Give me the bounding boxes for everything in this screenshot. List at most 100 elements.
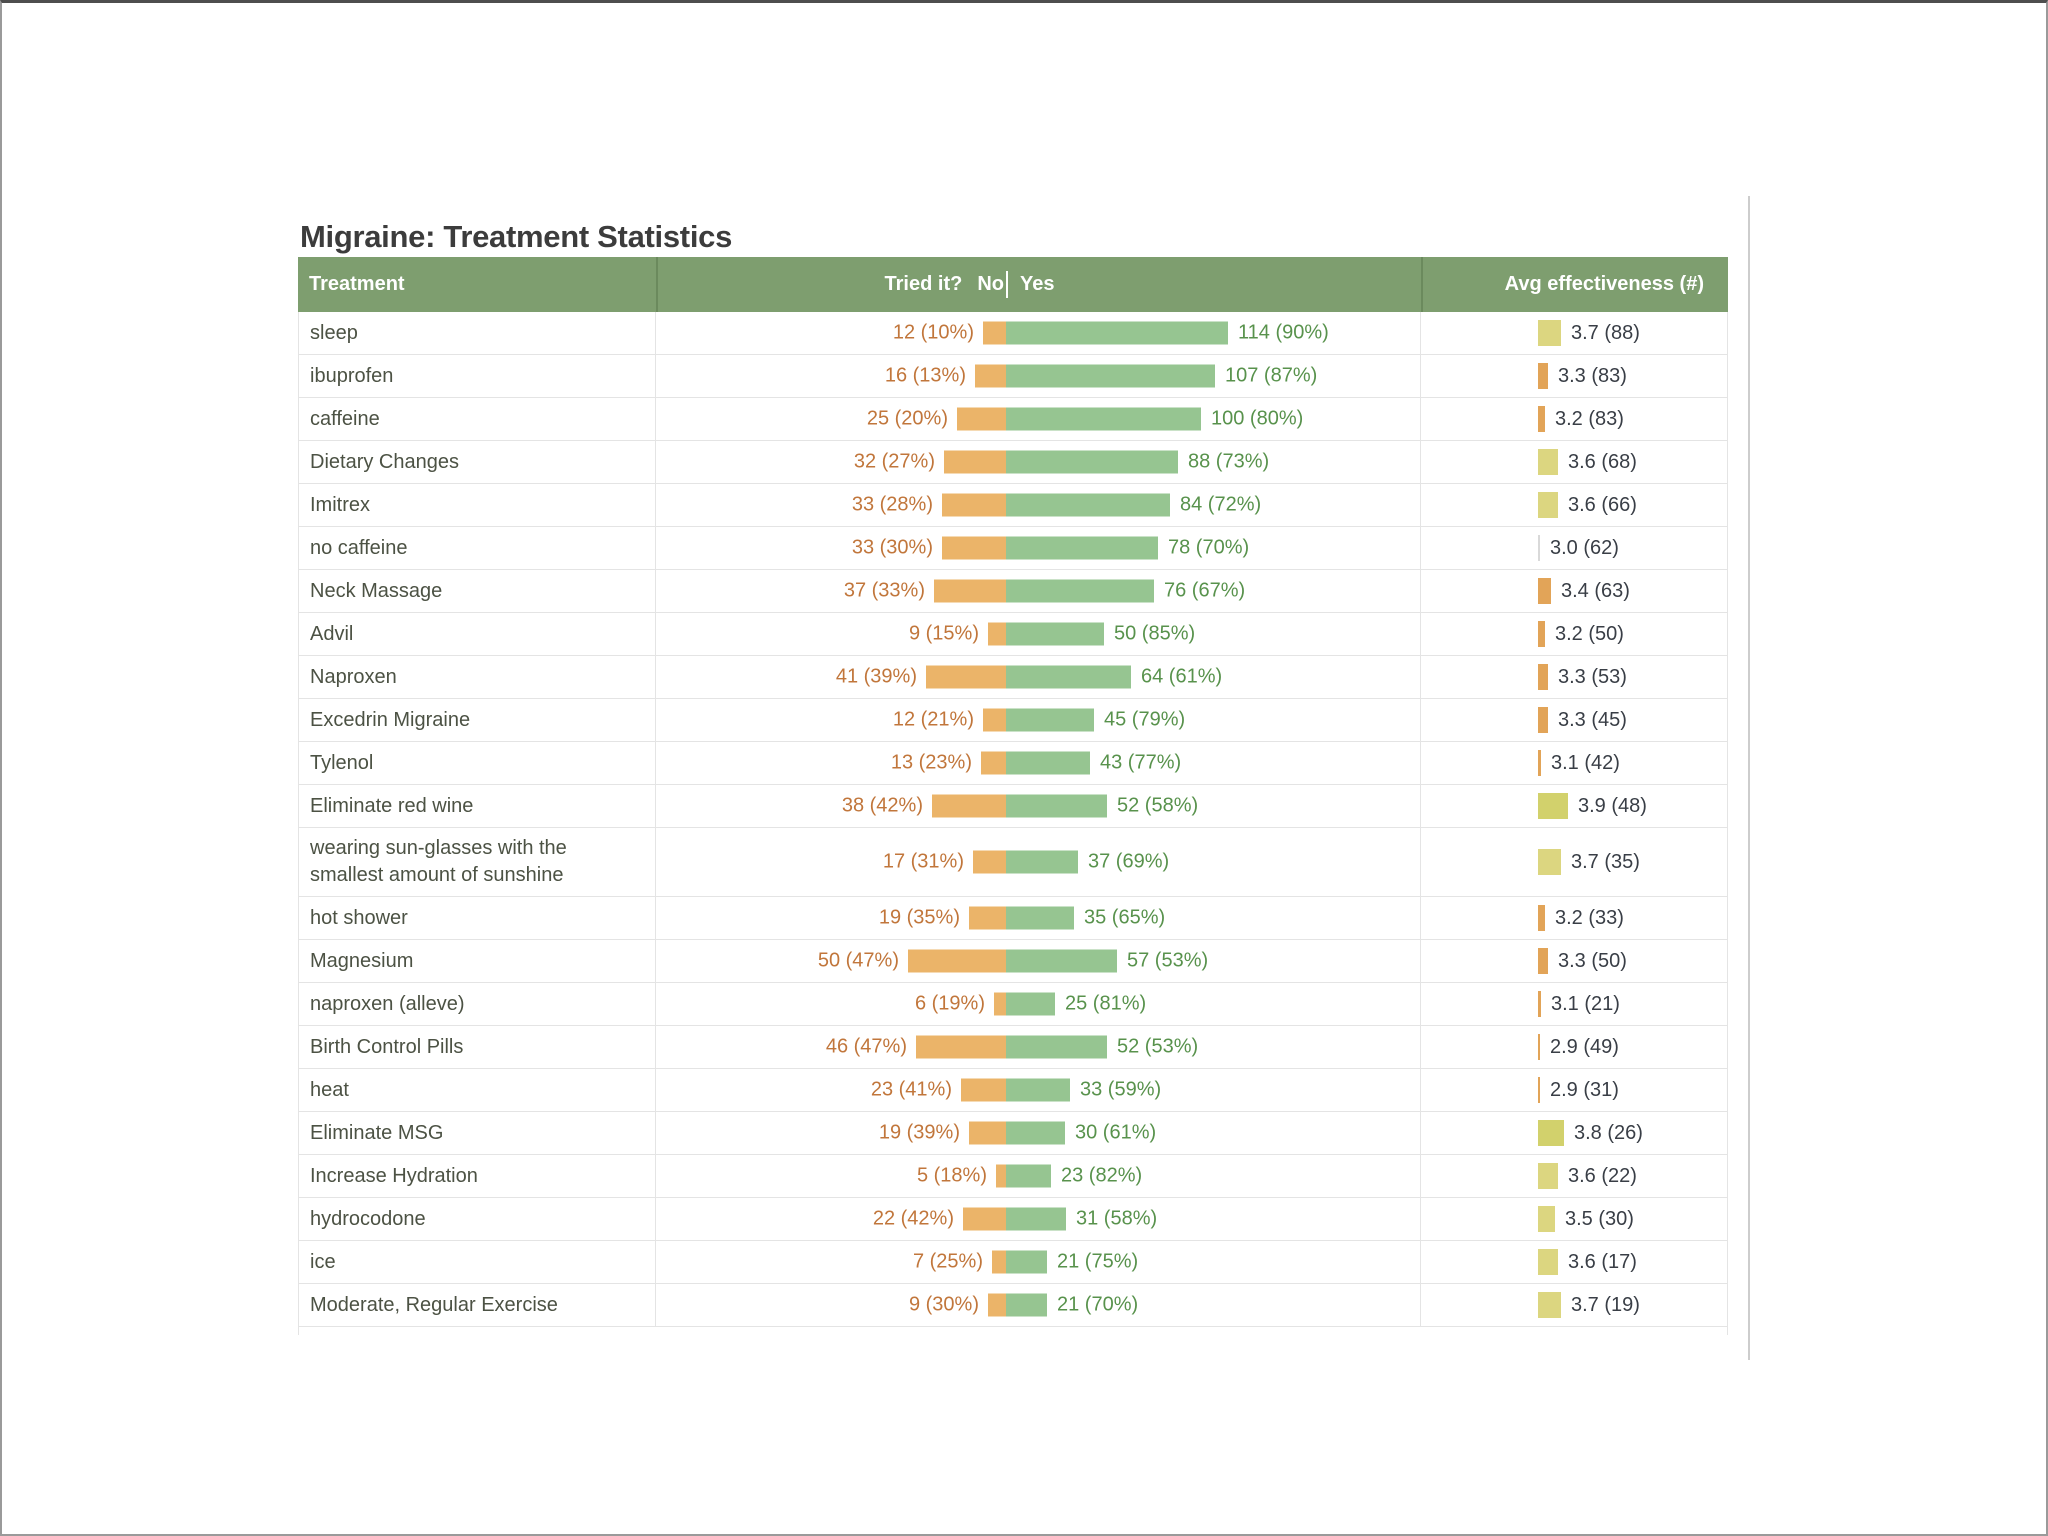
treatment-label[interactable]: Imitrex (299, 484, 656, 526)
effectiveness-bar (1538, 793, 1568, 819)
yes-bar (1006, 536, 1158, 560)
no-count-label: 6 (19%) (914, 992, 985, 1015)
table-header: Treatment Tried it? No Yes Avg effective… (298, 257, 1728, 312)
no-bar (988, 1293, 1006, 1317)
tried-it-cell: 41 (39%) 64 (61%) (656, 656, 1421, 698)
yes-bar (1006, 450, 1178, 474)
treatment-label[interactable]: Naproxen (299, 656, 656, 698)
header-tried-it: Tried it? No Yes (656, 257, 1421, 312)
no-count-label: 33 (28%) (851, 493, 933, 516)
effectiveness-label: 3.8 (26) (1574, 1121, 1643, 1144)
yes-count-label: 52 (58%) (1117, 794, 1199, 817)
no-bar (988, 622, 1006, 646)
no-bar (996, 1164, 1006, 1188)
treatment-label[interactable]: no caffeine (299, 527, 656, 569)
header-tried-it-label: Tried it? (884, 273, 963, 295)
table-row: Naproxen 41 (39%) 64 (61%) 3.3 (53) (298, 656, 1728, 699)
effectiveness-cell: 2.9 (49) (1421, 1026, 1727, 1068)
effectiveness-bar (1538, 849, 1561, 875)
effectiveness-label: 3.6 (22) (1568, 1164, 1637, 1187)
effectiveness-cell: 3.6 (66) (1421, 484, 1727, 526)
effectiveness-bar (1538, 905, 1545, 931)
tried-it-cell: 5 (18%) 23 (82%) (656, 1155, 1421, 1197)
effectiveness-label: 3.3 (50) (1558, 949, 1627, 972)
table-row: Dietary Changes 32 (27%) 88 (73%) 3.6 (6… (298, 441, 1728, 484)
effectiveness-cell: 3.9 (48) (1421, 785, 1727, 827)
table-row: Tylenol 13 (23%) 43 (77%) 3.1 (42) (298, 742, 1728, 785)
yes-count-label: 21 (70%) (1057, 1293, 1139, 1316)
header-no-label: No (977, 273, 1004, 295)
yes-count-label: 43 (77%) (1100, 751, 1182, 774)
effectiveness-label: 3.6 (66) (1568, 493, 1637, 516)
effectiveness-label: 3.7 (88) (1571, 321, 1640, 344)
yes-bar (1006, 906, 1074, 930)
treatment-label[interactable]: wearing sun-glasses with the smallest am… (299, 828, 656, 896)
table-row: Birth Control Pills 46 (47%) 52 (53%) 2.… (298, 1026, 1728, 1069)
yes-bar (1006, 1121, 1065, 1145)
no-count-label: 41 (39%) (835, 665, 917, 688)
treatment-label[interactable]: Neck Massage (299, 570, 656, 612)
treatment-label[interactable]: Moderate, Regular Exercise (299, 1284, 656, 1326)
treatment-label[interactable]: hot shower (299, 897, 656, 939)
table-row: naproxen (alleve) 6 (19%) 25 (81%) 3.1 (… (298, 983, 1728, 1026)
treatment-label[interactable]: heat (299, 1069, 656, 1111)
effectiveness-bar (1538, 320, 1561, 346)
treatment-label[interactable]: Eliminate MSG (299, 1112, 656, 1154)
yes-count-label: 37 (69%) (1088, 850, 1170, 873)
tried-it-cell: 37 (33%) 76 (67%) (656, 570, 1421, 612)
yes-count-label: 78 (70%) (1168, 536, 1250, 559)
effectiveness-label: 3.3 (53) (1558, 665, 1627, 688)
treatment-label[interactable]: ice (299, 1241, 656, 1283)
effectiveness-cell: 3.2 (33) (1421, 897, 1727, 939)
tried-it-cell: 9 (15%) 50 (85%) (656, 613, 1421, 655)
tried-it-cell: 25 (20%) 100 (80%) (656, 398, 1421, 440)
effectiveness-label: 3.4 (63) (1561, 579, 1630, 602)
effectiveness-label: 3.2 (50) (1555, 622, 1624, 645)
table-row: Magnesium 50 (47%) 57 (53%) 3.3 (50) (298, 940, 1728, 983)
treatment-label[interactable]: Eliminate red wine (299, 785, 656, 827)
effectiveness-label: 3.9 (48) (1578, 794, 1647, 817)
treatment-label[interactable]: Dietary Changes (299, 441, 656, 483)
effectiveness-label: 3.7 (35) (1571, 850, 1640, 873)
effectiveness-label: 3.7 (19) (1571, 1293, 1640, 1316)
no-bar (908, 949, 1006, 973)
no-count-label: 9 (15%) (908, 622, 979, 645)
table-body: sleep 12 (10%) 114 (90%) 3.7 (88) ibupro… (298, 312, 1728, 1335)
tried-it-cell: 9 (30%) 21 (70%) (656, 1284, 1421, 1326)
effectiveness-bar (1538, 578, 1551, 604)
treatment-label[interactable]: Magnesium (299, 940, 656, 982)
table-row: Increase Hydration 5 (18%) 23 (82%) 3.6 … (298, 1155, 1728, 1198)
effectiveness-bar (1538, 948, 1548, 974)
treatment-label[interactable]: Tylenol (299, 742, 656, 784)
effectiveness-bar (1538, 664, 1548, 690)
treatment-label[interactable]: ibuprofen (299, 355, 656, 397)
table-row: heat 23 (41%) 33 (59%) 2.9 (31) (298, 1069, 1728, 1112)
yes-count-label: 23 (82%) (1061, 1164, 1143, 1187)
treatment-label[interactable]: Advil (299, 613, 656, 655)
treatment-label[interactable]: naproxen (alleve) (299, 983, 656, 1025)
treatment-label[interactable]: caffeine (299, 398, 656, 440)
no-bar (961, 1078, 1006, 1102)
no-count-label: 33 (30%) (851, 536, 933, 559)
yes-bar (1006, 1035, 1107, 1059)
no-count-label: 25 (20%) (866, 407, 948, 430)
no-count-label: 38 (42%) (841, 794, 923, 817)
effectiveness-cell: 3.7 (88) (1421, 312, 1727, 354)
treatment-label[interactable]: sleep (299, 312, 656, 354)
content-divider-line (1748, 196, 1750, 1360)
table-row: Moderate, Regular Exercise 9 (30%) 21 (7… (298, 1284, 1728, 1327)
yes-bar (1006, 794, 1107, 818)
effectiveness-label: 3.3 (45) (1558, 708, 1627, 731)
tried-it-cell: 7 (25%) 21 (75%) (656, 1241, 1421, 1283)
yes-bar (1006, 321, 1228, 345)
yes-bar (1006, 1207, 1066, 1231)
tried-it-cell: 33 (28%) 84 (72%) (656, 484, 1421, 526)
treatment-label[interactable]: hydrocodone (299, 1198, 656, 1240)
treatment-label[interactable]: Increase Hydration (299, 1155, 656, 1197)
yes-bar (1006, 992, 1055, 1016)
no-count-label: 23 (41%) (870, 1078, 952, 1101)
treatment-label[interactable]: Excedrin Migraine (299, 699, 656, 741)
effectiveness-cell: 3.8 (26) (1421, 1112, 1727, 1154)
treatment-label[interactable]: Birth Control Pills (299, 1026, 656, 1068)
no-count-label: 19 (35%) (878, 906, 960, 929)
